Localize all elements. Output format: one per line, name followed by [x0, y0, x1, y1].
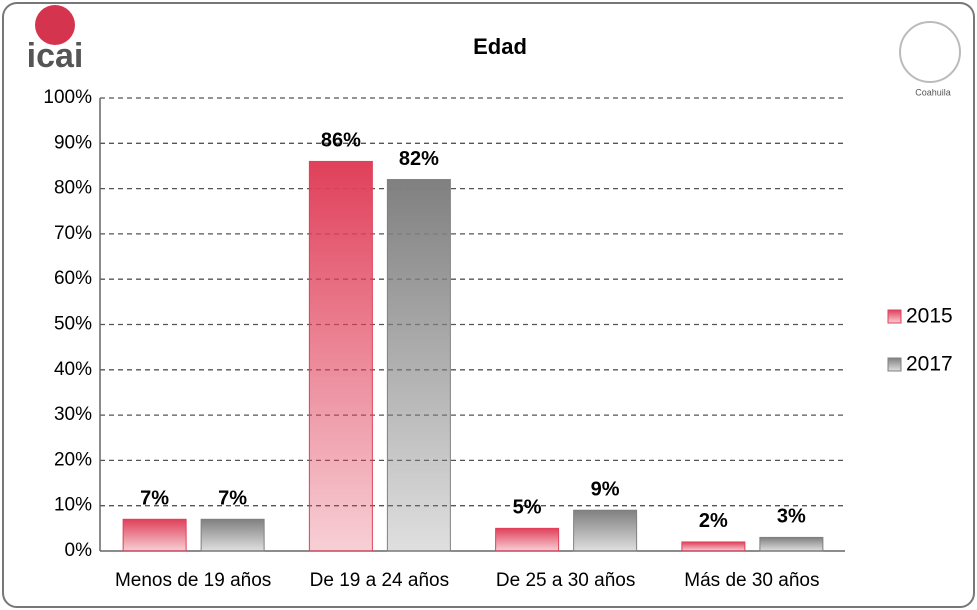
legend-swatch [887, 309, 902, 324]
bar [200, 518, 265, 552]
value-label: 82% [399, 148, 439, 170]
y-tick-label: 20% [54, 449, 92, 470]
value-label: 7% [140, 488, 169, 510]
x-tick-label: Más de 30 años [684, 570, 819, 591]
logo-mark [35, 5, 75, 45]
y-tick-label: 90% [54, 132, 92, 153]
value-label: 7% [218, 488, 247, 510]
legend-label: 2017 [906, 353, 953, 376]
bar [495, 527, 560, 552]
chart-title: Edad [473, 34, 527, 59]
value-label: 2% [699, 510, 728, 532]
bar [308, 160, 373, 552]
y-tick-label: 50% [54, 314, 92, 335]
y-tick-label: 10% [54, 495, 92, 516]
value-label: 86% [321, 130, 361, 152]
legend-swatch [887, 357, 902, 372]
y-tick-label: 40% [54, 359, 92, 380]
logo-right-mark [899, 21, 961, 83]
y-tick-label: 30% [54, 404, 92, 425]
legend-label: 2015 [906, 305, 953, 328]
y-tick-label: 100% [43, 87, 92, 108]
value-label: 9% [591, 479, 620, 501]
bar [759, 536, 824, 552]
logo-left: icai [27, 37, 84, 75]
y-tick-label: 60% [54, 268, 92, 289]
logo-right: Coahuila [915, 87, 951, 97]
x-tick-label: Menos de 19 años [115, 570, 271, 591]
x-tick-label: De 25 a 30 años [496, 570, 635, 591]
y-tick-label: 0% [65, 540, 93, 561]
bar [122, 518, 187, 552]
bar [681, 541, 746, 552]
value-label: 3% [777, 506, 806, 528]
value-label: 5% [513, 497, 542, 519]
x-tick-label: De 19 a 24 años [310, 570, 449, 591]
bar [573, 509, 638, 552]
bar [386, 179, 451, 552]
y-tick-label: 80% [54, 178, 92, 199]
y-tick-label: 70% [54, 223, 92, 244]
